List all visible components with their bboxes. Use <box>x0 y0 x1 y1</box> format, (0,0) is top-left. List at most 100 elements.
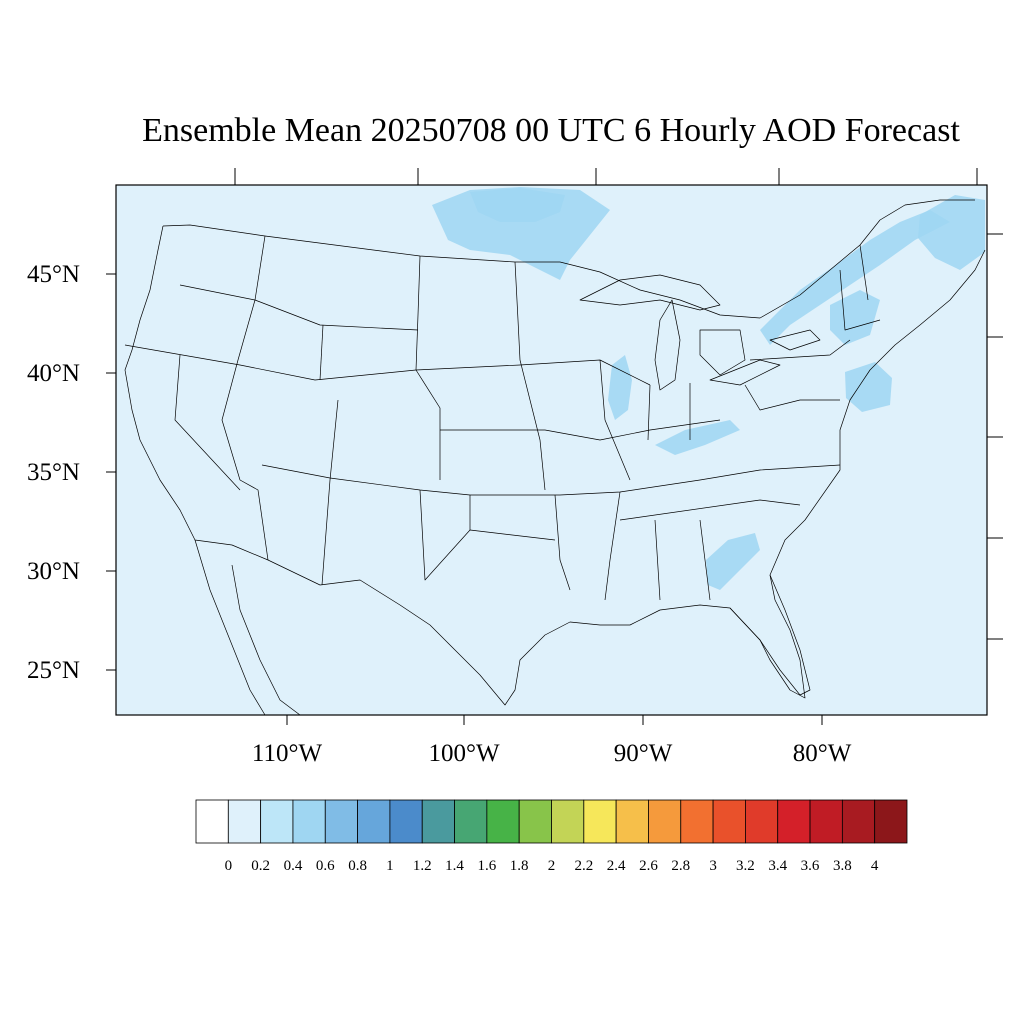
colorbar-label: 0.8 <box>348 858 367 874</box>
colorbar-swatch <box>421 799 455 844</box>
lat-label: 25°N <box>27 657 80 684</box>
colorbar-label: 2.4 <box>607 858 626 874</box>
boundary-line <box>419 489 556 581</box>
colorbar-label: 1.4 <box>445 858 464 874</box>
boundary-line <box>440 419 721 441</box>
colorbar-swatch <box>809 799 843 844</box>
colorbar-label: 0.6 <box>316 858 335 874</box>
boundary-line <box>162 199 975 319</box>
lon-label: 90°W <box>614 740 673 767</box>
colorbar-label: 0.2 <box>251 858 270 874</box>
colorbar-swatch <box>551 799 585 844</box>
colorbar-label: 3.8 <box>833 858 852 874</box>
aod-region-illinois-patch <box>608 355 632 420</box>
colorbar-swatch <box>680 799 714 844</box>
colorbar-label: 1.8 <box>510 858 529 874</box>
longitude-labels: 110°W 100°W 90°W 80°W <box>252 740 852 767</box>
boundary-line <box>647 384 651 441</box>
boundary-line <box>839 269 881 331</box>
boundary-line <box>769 329 821 351</box>
colorbar-labels: 0 0.2 0.4 0.6 0.8 1 1.2 1.4 1.6 1.8 2 2.2 2.4 2.6 2.8 3… <box>225 858 879 874</box>
boundary-line <box>319 324 324 381</box>
colorbar-swatch <box>195 799 229 844</box>
aod-region-mid-atlantic-offshore <box>845 362 892 412</box>
colorbar-label: 2 <box>548 858 556 874</box>
colorbar-swatch <box>486 799 520 844</box>
boundary-line <box>619 499 801 521</box>
colorbar-swatch <box>260 799 294 844</box>
colorbar-label: 2.2 <box>574 858 593 874</box>
lat-label: 30°N <box>27 558 80 585</box>
boundary-line <box>729 574 806 699</box>
colorbar-swatch <box>615 799 649 844</box>
colorbar-swatch <box>712 799 746 844</box>
colorbar-swatch <box>389 799 423 844</box>
boundary-line <box>321 399 339 586</box>
lat-label: 35°N <box>27 459 80 486</box>
colorbar-label: 3.4 <box>768 858 787 874</box>
colorbar-label: 2.6 <box>639 858 658 874</box>
aod-region-ohio-valley-patch <box>655 420 740 455</box>
boundary-line <box>699 329 746 376</box>
colorbar-label: 1 <box>386 858 394 874</box>
boundary-line <box>579 274 721 311</box>
colorbar <box>195 799 908 844</box>
colorbar-swatch <box>454 799 488 844</box>
boundary-line <box>514 261 546 491</box>
boundary-line <box>654 299 681 391</box>
colorbar-label: 1.6 <box>477 858 496 874</box>
colorbar-swatch <box>745 799 779 844</box>
boundary-line <box>699 519 711 601</box>
lon-label: 80°W <box>793 740 852 767</box>
lon-label: 100°W <box>428 740 499 767</box>
lat-label: 45°N <box>27 261 80 288</box>
boundary-line <box>261 464 841 496</box>
colorbar-label: 3.6 <box>801 858 820 874</box>
boundary-line <box>599 359 631 481</box>
colorbar-swatch <box>841 799 876 844</box>
map-frame <box>115 184 988 716</box>
colorbar-swatch <box>874 799 908 844</box>
colorbar-swatch <box>227 799 262 844</box>
boundary-line <box>749 339 851 361</box>
boundary-line <box>554 494 571 591</box>
boundary-line <box>174 354 241 491</box>
aod-region-upper-midwest-plume <box>432 187 610 280</box>
boundary-line <box>859 244 869 301</box>
colorbar-swatch <box>648 799 682 844</box>
aod-region-georgia-patch <box>706 533 760 590</box>
colorbar-label: 2.8 <box>671 858 690 874</box>
aod-region-lake-superior-core <box>470 188 565 222</box>
colorbar-swatch <box>292 799 326 844</box>
lat-label: 40°N <box>27 360 80 387</box>
colorbar-label: 4 <box>871 858 879 874</box>
colorbar-label: 0.4 <box>284 858 303 874</box>
colorbar-swatch <box>518 799 552 844</box>
boundary-line <box>179 284 419 331</box>
state-boundaries <box>124 199 986 716</box>
boundary-line <box>744 384 840 411</box>
colorbar-swatch <box>357 799 391 844</box>
lon-label: 110°W <box>252 740 323 767</box>
aod-region-northeast-plume <box>760 210 950 345</box>
boundary-line <box>231 564 301 716</box>
boundary-line <box>124 225 986 706</box>
latitude-labels: 45°N 40°N 35°N 30°N 25°N <box>27 261 80 684</box>
chart-title: Ensemble Mean 20250708 00 UTC 6 Hourly A… <box>142 112 960 149</box>
colorbar-swatch <box>324 799 358 844</box>
boundary-line <box>194 539 266 716</box>
map-panel <box>115 184 988 716</box>
colorbar-label: 1.2 <box>413 858 432 874</box>
colorbar-swatch <box>777 799 811 844</box>
boundary-line <box>654 519 661 601</box>
colorbar-label: 3 <box>709 858 717 874</box>
boundary-line <box>604 491 621 601</box>
boundary-line <box>709 359 781 386</box>
aod-region-maritimes-plume <box>918 195 985 270</box>
colorbar-swatch <box>583 799 617 844</box>
colorbar-label: 0 <box>225 858 233 874</box>
axis-ticks <box>106 168 1003 725</box>
colorbar-label: 3.2 <box>736 858 755 874</box>
